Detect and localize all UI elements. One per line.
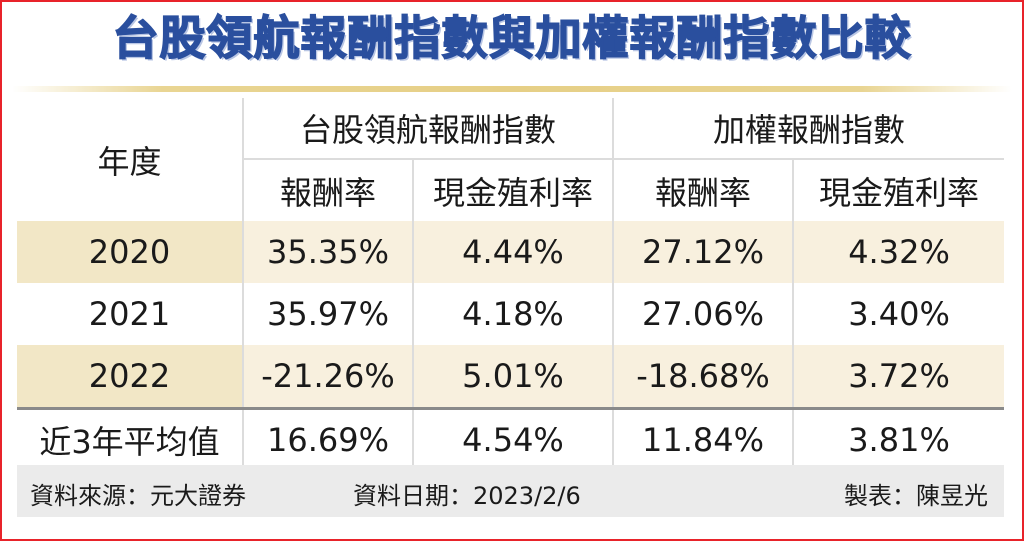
table-cell: 27.06% bbox=[612, 283, 794, 345]
subheader-return-rate: 報酬率 bbox=[242, 159, 413, 221]
footer-bar: 資料來源：元大證券 資料日期：2023/2/6 製表：陳昱光 bbox=[17, 465, 1004, 517]
table-cell: 11.84% bbox=[612, 407, 794, 469]
table-row: 2022 -21.26% 5.01% -18.68% 3.72% bbox=[17, 345, 1005, 409]
table-row: 2020 35.35% 4.44% 27.12% 4.32% bbox=[17, 221, 1005, 283]
row-label: 2021 bbox=[88, 295, 171, 333]
row-label: 近3年平均值 bbox=[17, 407, 243, 469]
subheader-cash-yield: 現金殖利率 bbox=[411, 159, 614, 221]
maker-note: 製表：陳昱光 bbox=[844, 482, 988, 510]
table-cell: 4.54% bbox=[411, 407, 614, 469]
row-label: 2022 bbox=[17, 345, 243, 409]
table-cell: -21.26% bbox=[242, 345, 413, 409]
table-row: 2021 35.97% 4.18% 27.06% 3.40% bbox=[17, 283, 1005, 345]
table-cell: 35.35% bbox=[242, 221, 413, 283]
group-header-row: 年度 台股領航報酬指數 加權報酬指數 bbox=[17, 98, 1005, 181]
table-cell: -18.68% bbox=[612, 345, 794, 409]
source-note: 資料來源：元大證券 bbox=[30, 482, 246, 510]
date-note: 資料日期：2023/2/6 bbox=[353, 482, 581, 510]
title-divider bbox=[12, 86, 1012, 92]
group-header-taiex: 加權報酬指數 bbox=[612, 98, 1005, 160]
row-label: 2020 bbox=[17, 221, 243, 283]
subheader-cash-yield: 現金殖利率 bbox=[792, 159, 1005, 221]
table-cell: 4.44% bbox=[411, 221, 614, 283]
page-title: 台股領航報酬指數與加權報酬指數比較 bbox=[112, 10, 912, 66]
subheader-return-rate: 報酬率 bbox=[612, 159, 794, 221]
comparison-table: 年度 台股領航報酬指數 加權報酬指數 報酬率 現金殖利率 報酬率 現金殖利率 2… bbox=[17, 98, 1005, 469]
table-cell: 4.18% bbox=[411, 283, 614, 345]
table-cell: 16.69% bbox=[242, 407, 413, 469]
sub-header-row: 報酬率 現金殖利率 報酬率 現金殖利率 bbox=[17, 159, 1005, 221]
table-cell: 27.12% bbox=[612, 221, 794, 283]
table-cell: 4.32% bbox=[792, 221, 1005, 283]
group-header-tw-leading: 台股領航報酬指數 bbox=[241, 98, 614, 160]
table-cell: 35.97% bbox=[242, 283, 413, 345]
table-cell: 3.40% bbox=[792, 283, 1005, 345]
year-header: 年度 bbox=[97, 142, 162, 181]
table-cell: 3.72% bbox=[792, 345, 1005, 409]
table-cell: 3.81% bbox=[792, 407, 1005, 469]
average-row: 近3年平均值 16.69% 4.54% 11.84% 3.81% bbox=[17, 407, 1005, 469]
table-cell: 5.01% bbox=[411, 345, 614, 409]
